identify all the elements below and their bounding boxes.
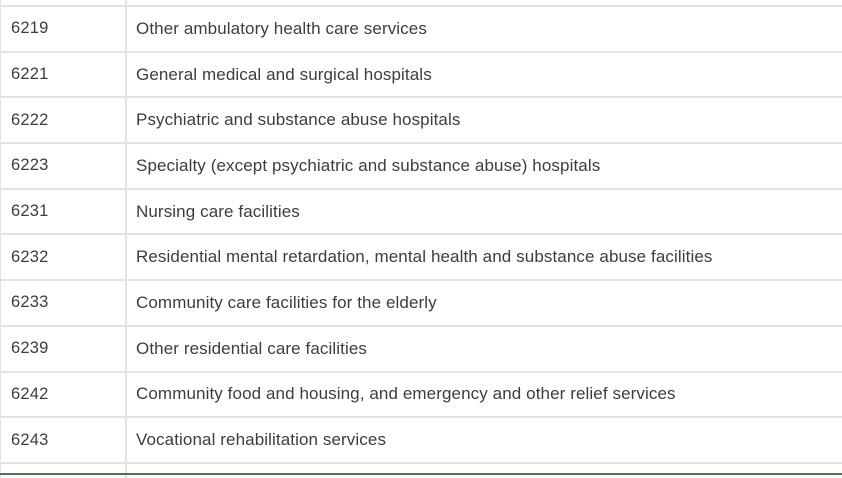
code-cell	[0, 0, 127, 5]
description-cell: Other residential care facilities	[136, 338, 368, 358]
table-row: 6233 Community care facilities for the e…	[0, 281, 842, 327]
description-cell	[127, 464, 842, 478]
table-row: 6221 General medical and surgical hospit…	[0, 53, 842, 99]
description-cell: Nursing care facilities	[136, 201, 300, 221]
code-cell: 6222	[11, 110, 49, 129]
description-cell: Community food and housing, and emergenc…	[136, 384, 676, 404]
code-cell: 6232	[11, 247, 49, 266]
code-cell: 6243	[11, 430, 49, 449]
code-cell: 6219	[11, 19, 49, 38]
table-row: 6243 Vocational rehabilitation services	[0, 418, 842, 464]
description-cell: Specialty (except psychiatric and substa…	[136, 155, 601, 175]
table-left-border	[0, 0, 1, 478]
green-divider-line	[0, 473, 842, 475]
code-cell: 6231	[11, 202, 49, 221]
table-row: 6232 Residential mental retardation, men…	[0, 235, 842, 282]
description-cell: Community care facilities for the elderl…	[136, 292, 437, 312]
description-cell: Residential mental retardation, mental h…	[136, 247, 713, 267]
table-row: 6231 Nursing care facilities	[0, 190, 842, 236]
code-cell	[0, 464, 127, 478]
code-cell: 6233	[11, 293, 49, 312]
code-cell: 6221	[11, 65, 49, 84]
table-row: 6219 Other ambulatory health care servic…	[0, 7, 842, 53]
description-cell	[127, 0, 842, 5]
code-cell: 6223	[11, 156, 49, 175]
code-cell: 6239	[11, 339, 49, 358]
table-row: 6239 Other residential care facilities	[0, 327, 842, 373]
description-cell: Psychiatric and substance abuse hospital…	[136, 110, 461, 130]
description-cell: General medical and surgical hospitals	[136, 64, 432, 84]
table-row: 6222 Psychiatric and substance abuse hos…	[0, 98, 842, 145]
table-body: 6219 Other ambulatory health care servic…	[0, 7, 842, 464]
column-divider-line	[125, 0, 127, 478]
table-row-clipped-top	[0, 0, 842, 7]
table-row: 6223 Specialty (except psychiatric and s…	[0, 144, 842, 190]
code-cell: 6242	[11, 384, 49, 403]
description-cell: Vocational rehabilitation services	[136, 430, 387, 450]
description-cell: Other ambulatory health care services	[136, 18, 427, 38]
table-row: 6242 Community food and housing, and eme…	[0, 373, 842, 419]
